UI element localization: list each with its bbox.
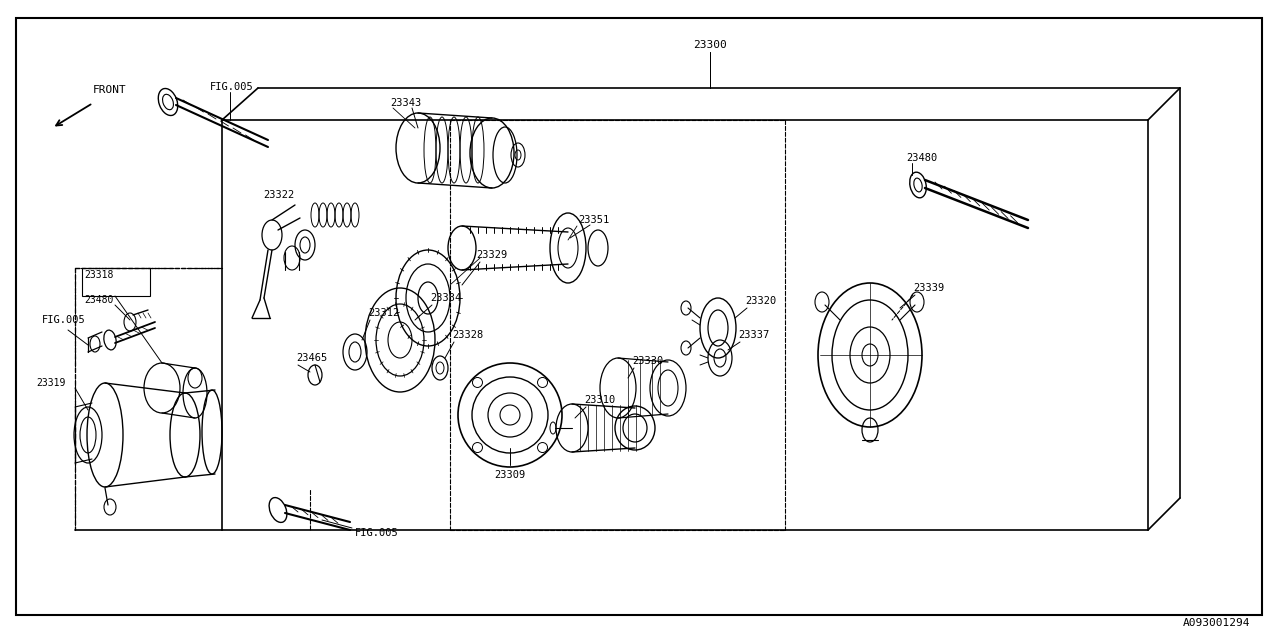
Text: FIG.005: FIG.005 (42, 315, 86, 325)
Text: 23351: 23351 (579, 215, 609, 225)
Text: 23329: 23329 (476, 250, 507, 260)
Text: 23339: 23339 (913, 283, 945, 293)
Text: A093001294: A093001294 (1183, 618, 1251, 628)
Text: 23322: 23322 (262, 190, 294, 200)
Text: FIG.005: FIG.005 (355, 528, 399, 538)
Text: FIG.005: FIG.005 (210, 82, 253, 92)
Text: 23300: 23300 (694, 40, 727, 50)
Bar (82, 268, 150, 296)
Text: 23320: 23320 (745, 296, 776, 306)
Text: 23312: 23312 (369, 308, 399, 318)
Text: 23330: 23330 (632, 356, 663, 366)
Text: 23465: 23465 (296, 353, 328, 363)
Text: 23328: 23328 (452, 330, 484, 340)
Text: 23319: 23319 (36, 378, 65, 388)
Text: 23480: 23480 (906, 153, 937, 163)
Text: 23343: 23343 (390, 98, 421, 108)
Text: 23318: 23318 (84, 270, 114, 280)
Text: 23310: 23310 (584, 395, 616, 405)
Text: 23309: 23309 (494, 470, 526, 480)
Text: 23337: 23337 (739, 330, 769, 340)
Text: 23480: 23480 (84, 295, 114, 305)
Text: 23334: 23334 (430, 293, 461, 303)
Text: FRONT: FRONT (93, 85, 127, 95)
